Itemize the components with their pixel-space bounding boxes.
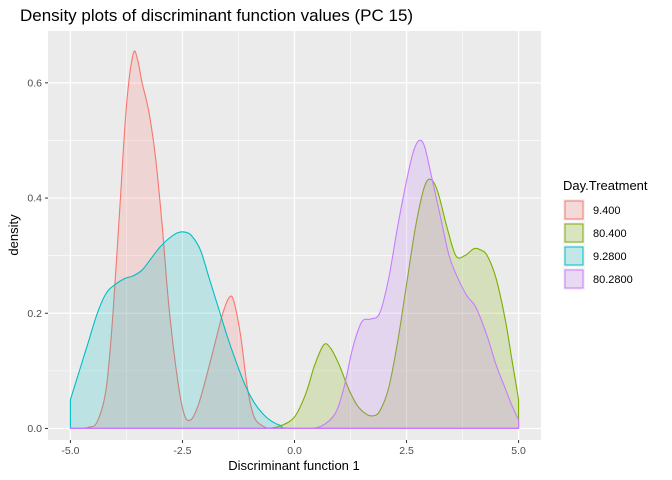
- x-tick-label: 2.5: [399, 445, 414, 457]
- density-area-1: [70, 179, 519, 429]
- legend-item: 9.2800: [563, 245, 627, 267]
- legend-item: 9.400: [563, 199, 621, 221]
- x-axis: -5.0 -2.5 0.0 2.5 5.0: [61, 440, 526, 457]
- x-axis-title: Discriminant function 1: [228, 458, 360, 473]
- legend-key-background: [563, 245, 585, 267]
- y-tick-label: 0.0: [27, 423, 42, 435]
- density-line-1: [69, 178, 520, 430]
- legend-label: 80.400: [593, 228, 627, 240]
- legend-key-background: [563, 268, 585, 290]
- x-tick-label: 5.0: [511, 445, 526, 457]
- y-axis: 0.0 0.2 0.4 0.6: [27, 77, 48, 435]
- legend-item: 80.2800: [563, 268, 633, 290]
- legend-label: 9.400: [593, 205, 621, 217]
- legend-key-background: [563, 222, 585, 244]
- x-tick-label: -5.0: [61, 445, 79, 457]
- x-tick-label: -2.5: [173, 445, 191, 457]
- density-area-0: [70, 50, 519, 429]
- density-line-3: [69, 139, 520, 430]
- y-tick-label: 0.4: [27, 193, 42, 205]
- chart-title: Density plots of discriminant function v…: [20, 6, 413, 25]
- legend-label: 80.2800: [593, 274, 633, 286]
- legend-title: Day.Treatment: [563, 178, 648, 193]
- density-line-0: [69, 50, 520, 430]
- legend-swatch: [564, 200, 584, 220]
- legend-swatch: [564, 246, 584, 266]
- legend-key-background: [563, 199, 585, 221]
- y-axis-title: density: [6, 214, 21, 256]
- series-layer: [69, 50, 520, 430]
- density-area-3: [70, 140, 519, 429]
- legend-item: 80.400: [563, 222, 627, 244]
- y-tick-label: 0.6: [27, 77, 42, 89]
- legend-swatch: [564, 269, 584, 289]
- density-area-2: [70, 231, 519, 429]
- y-tick-label: 0.2: [27, 308, 42, 320]
- legend: Day.Treatment 9.400 80.400 9.2800 80.2800: [563, 178, 648, 290]
- legend-label: 9.2800: [593, 251, 627, 263]
- legend-swatch: [564, 223, 584, 243]
- x-tick-label: 0.0: [287, 445, 302, 457]
- grid: [48, 31, 541, 440]
- density-line-2: [69, 231, 520, 430]
